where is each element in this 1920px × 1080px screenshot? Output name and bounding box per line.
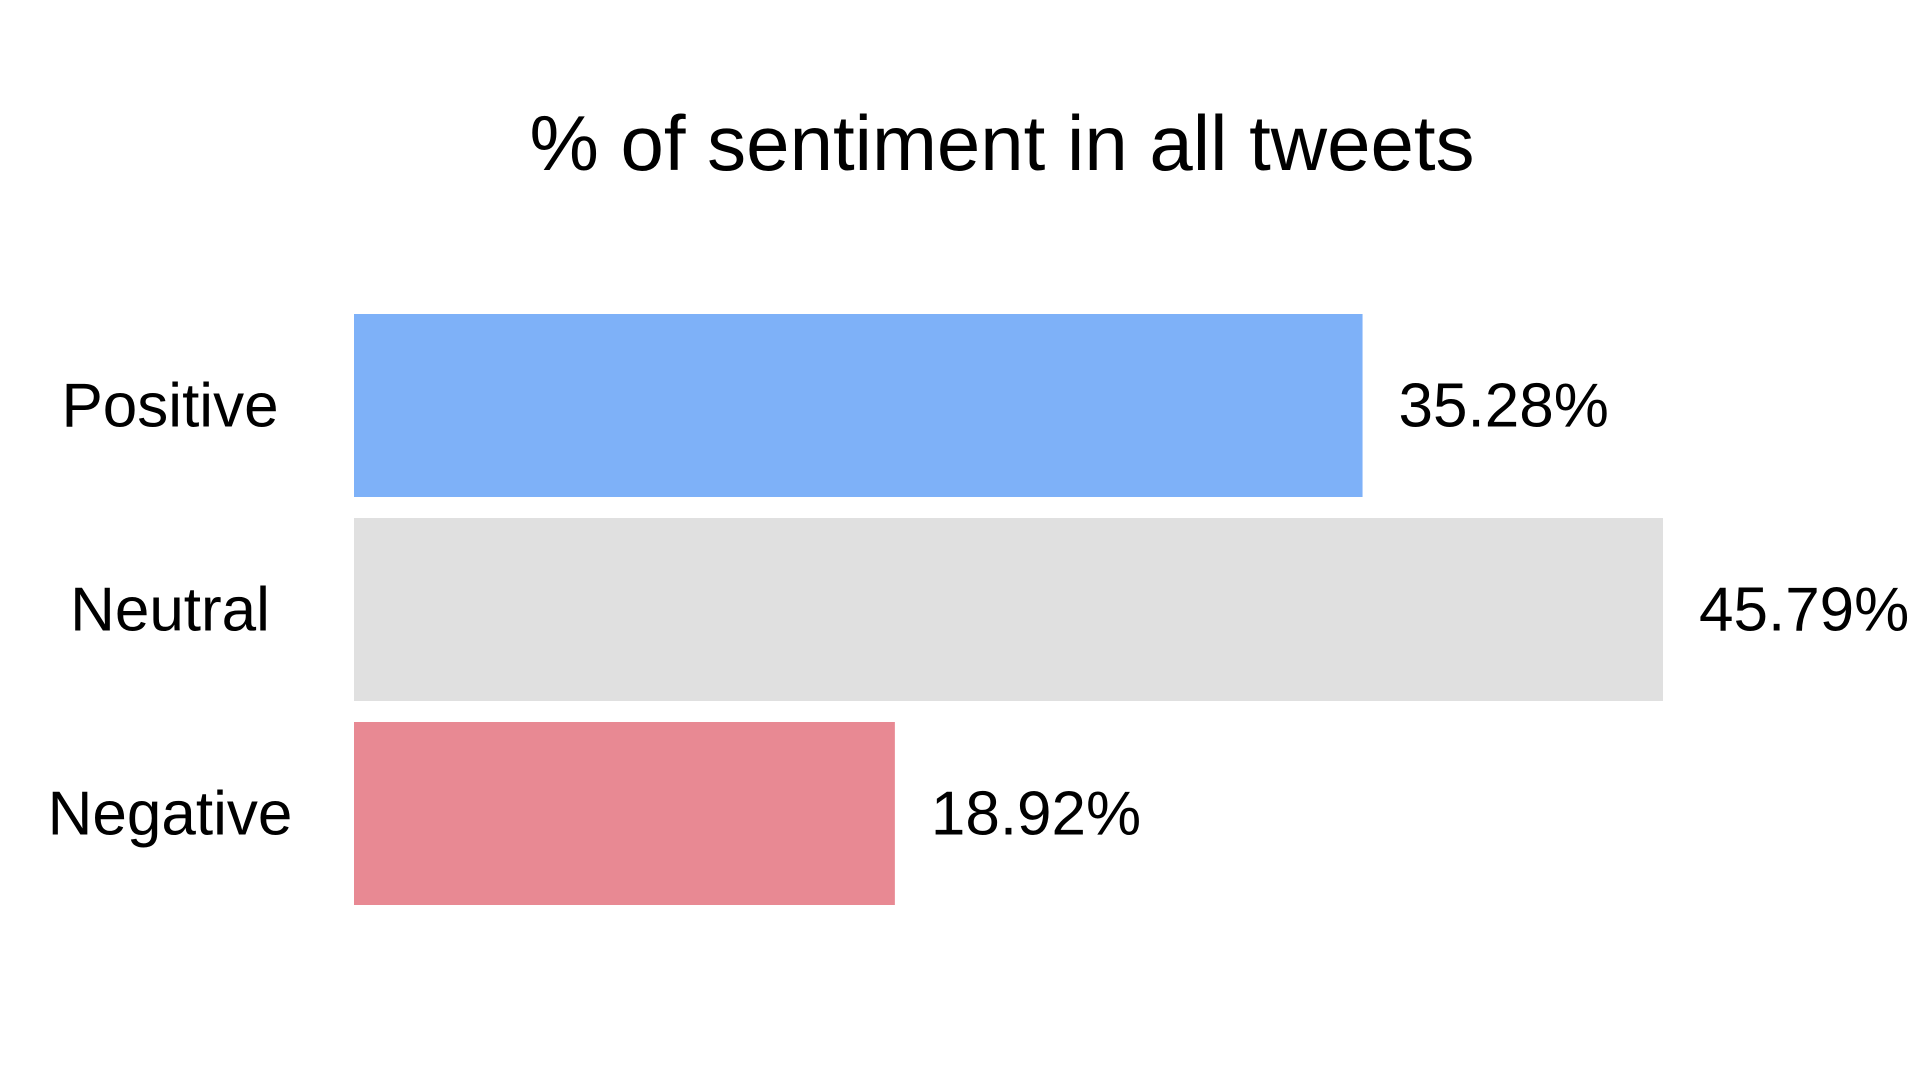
category-label-neutral: Neutral [70,576,270,645]
value-label-negative: 18.92% [931,780,1141,849]
value-labels: 35.28% 45.79% 18.92% [931,372,1909,849]
value-label-neutral: 45.79% [1699,576,1909,645]
category-label-positive: Positive [61,372,278,441]
category-label-negative: Negative [48,780,293,849]
bar-positive [354,314,1363,497]
bars-layer [354,314,1663,905]
value-label-positive: 35.28% [1399,372,1609,441]
chart-title: % of sentiment in all tweets [529,99,1474,187]
bar-negative [354,722,895,905]
category-labels: Positive Neutral Negative [48,372,293,849]
bar-neutral [354,518,1663,701]
